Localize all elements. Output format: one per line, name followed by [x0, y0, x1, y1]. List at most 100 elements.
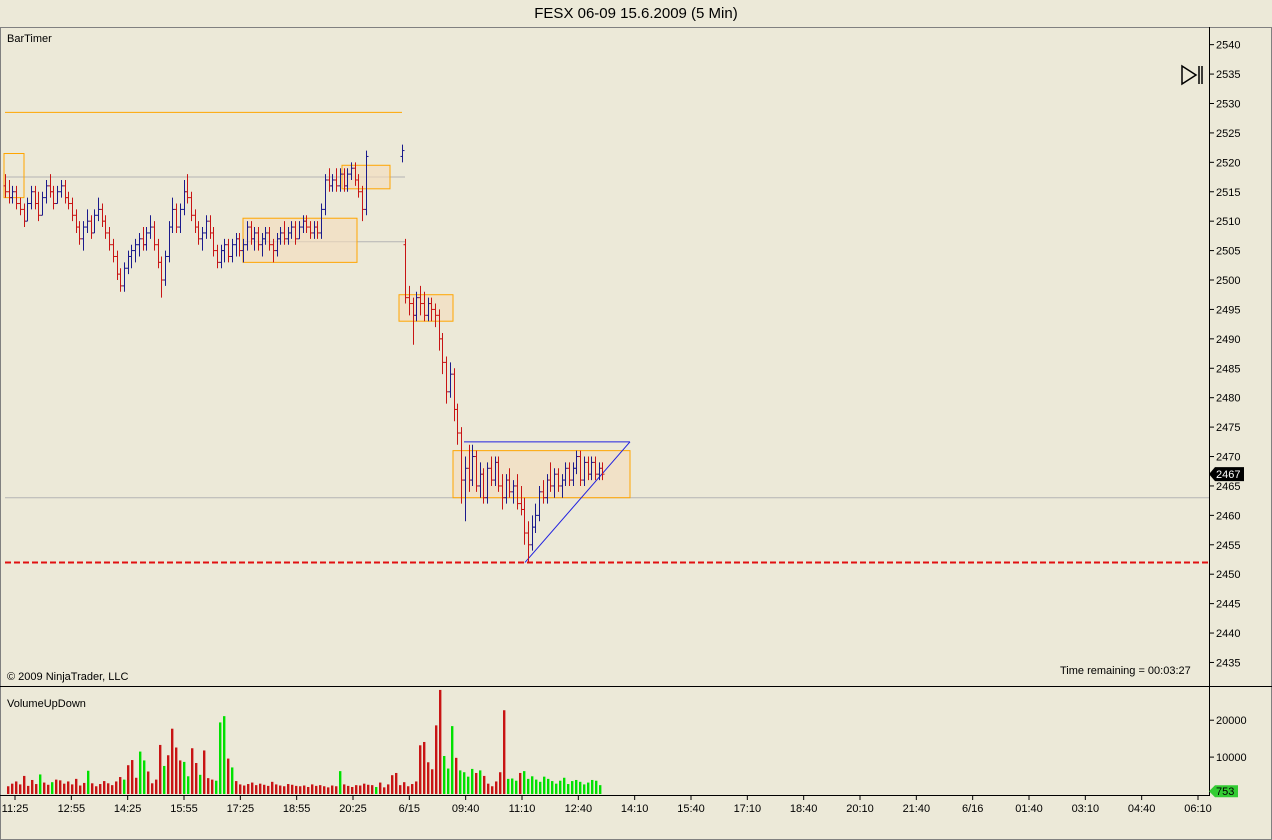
- time-tick-label: 20:10: [846, 803, 874, 815]
- price-bar: [496, 456, 501, 492]
- consolidation-boxes: [3, 153, 631, 499]
- price-panel-label: BarTimer: [7, 33, 52, 45]
- volume-bar: [595, 780, 598, 794]
- volume-bar: [503, 710, 506, 794]
- price-bar: [89, 215, 94, 239]
- volume-bar: [195, 763, 198, 794]
- price-bar: [548, 462, 553, 492]
- volume-bar: [411, 784, 414, 794]
- volume-bar: [319, 785, 322, 794]
- volume-bar: [331, 785, 334, 794]
- volume-bar: [375, 786, 378, 794]
- volume-bar: [395, 772, 398, 794]
- volume-bars: [7, 689, 602, 794]
- volume-bar: [491, 786, 494, 794]
- price-bar: [133, 238, 138, 263]
- volume-bar: [355, 785, 358, 794]
- volume-bar: [335, 786, 338, 794]
- price-bar: [122, 262, 127, 292]
- price-bar: [474, 450, 479, 492]
- volume-bar: [519, 772, 522, 794]
- price-bar: [289, 221, 294, 239]
- time-tick-label: 20:25: [339, 803, 367, 815]
- price-bar: [567, 462, 572, 486]
- volume-bar: [267, 785, 270, 794]
- consolidation-box: [3, 153, 25, 199]
- price-bar: [267, 227, 272, 251]
- price-bar: [222, 238, 227, 263]
- volume-bar: [567, 784, 570, 794]
- volume-bar: [351, 786, 354, 794]
- price-bar: [308, 221, 313, 239]
- price-bar: [204, 215, 209, 239]
- price-bar: [485, 462, 490, 504]
- price-tick-label: 2445: [1216, 599, 1240, 611]
- volume-bar: [31, 779, 34, 794]
- price-bar: [152, 221, 157, 251]
- volume-bar: [431, 769, 434, 794]
- volume-bar: [459, 770, 462, 794]
- volume-bar: [435, 725, 438, 794]
- price-bar: [245, 221, 250, 251]
- time-tick-label: 12:55: [58, 803, 86, 815]
- price-bar: [44, 179, 49, 204]
- price-bar: [170, 197, 175, 233]
- volume-bar: [387, 784, 390, 794]
- volume-bar: [147, 771, 150, 794]
- volume-tick-label: 20000: [1216, 715, 1247, 727]
- window-title: FESX 06-09 15.6.2009 (5 Min): [534, 5, 738, 22]
- price-bar: [22, 203, 27, 228]
- last-price-label: 2467: [1216, 469, 1240, 481]
- time-tick-label: 01:40: [1015, 803, 1043, 815]
- price-tick-label: 2480: [1216, 393, 1240, 405]
- price-bar: [208, 215, 213, 239]
- price-tick-label: 2435: [1216, 657, 1240, 669]
- price-bar: [364, 150, 369, 216]
- volume-bar: [403, 782, 406, 794]
- volume-bar: [211, 779, 214, 794]
- volume-bar: [599, 785, 602, 794]
- volume-bar: [507, 778, 510, 794]
- volume-bar: [511, 778, 514, 794]
- volume-bar: [427, 762, 430, 794]
- price-bar: [40, 191, 45, 216]
- price-bar: [126, 250, 131, 275]
- volume-bar: [571, 781, 574, 794]
- price-bar: [234, 232, 239, 257]
- volume-bar: [535, 779, 538, 794]
- volume-tick-label: 10000: [1216, 752, 1247, 764]
- volume-bar: [59, 780, 62, 794]
- volume-bar: [563, 777, 566, 794]
- price-tick-label: 2470: [1216, 452, 1240, 464]
- price-tick-label: 2505: [1216, 246, 1240, 258]
- volume-bar: [231, 767, 234, 794]
- volume-bar: [55, 779, 58, 794]
- volume-bar: [463, 772, 466, 794]
- volume-bar: [51, 782, 54, 794]
- play-to-end-icon[interactable]: [1180, 64, 1204, 86]
- volume-bar: [11, 783, 14, 794]
- volume-bar: [439, 689, 442, 794]
- price-bar: [189, 191, 194, 222]
- price-tick-label: 2525: [1216, 128, 1240, 140]
- volume-bar: [291, 784, 294, 794]
- volume-bar: [111, 785, 114, 794]
- volume-bar: [263, 784, 266, 794]
- price-bar: [200, 227, 205, 251]
- volume-bar: [83, 782, 86, 794]
- chart-canvas[interactable]: 2540 2535 2530 2525 2520 2515 2510 2505 2500 2495…: [0, 27, 1272, 840]
- price-tick-label: 2450: [1216, 569, 1240, 581]
- price-bar: [440, 332, 445, 375]
- chart-outer-border: [0, 27, 1272, 840]
- volume-bar: [539, 781, 542, 794]
- last-volume-badge: 753: [1209, 785, 1238, 798]
- price-bar: [103, 215, 108, 239]
- volume-bar: [455, 757, 458, 794]
- price-tick-label: 2490: [1216, 334, 1240, 346]
- price-bar: [470, 444, 475, 486]
- price-bar: [526, 521, 531, 563]
- volume-panel-label: VolumeUpDown: [7, 698, 86, 710]
- price-tick-label: 2500: [1216, 275, 1240, 287]
- price-tick-label: 2530: [1216, 98, 1240, 110]
- volume-bar: [223, 716, 226, 794]
